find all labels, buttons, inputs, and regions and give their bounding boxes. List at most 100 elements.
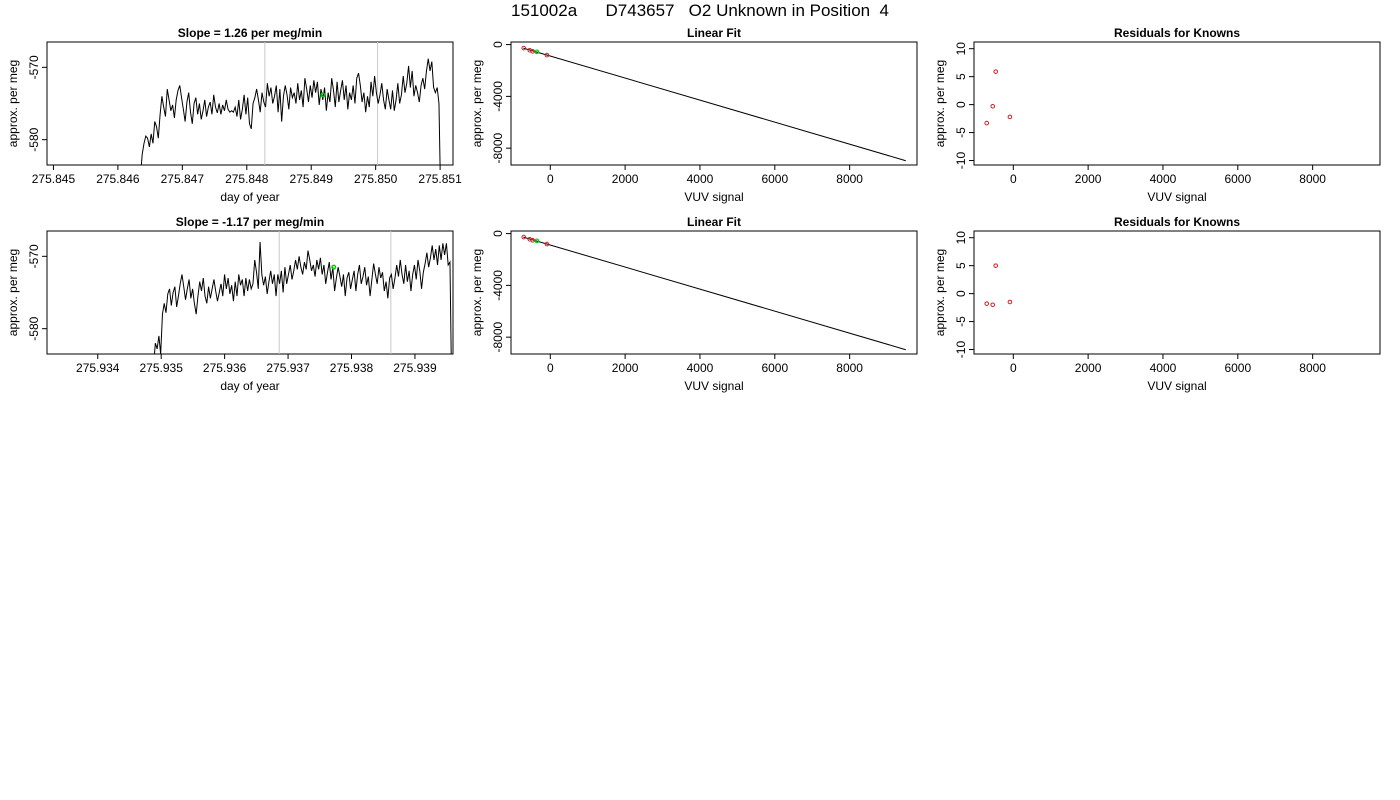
plot-frame [46, 230, 454, 355]
y-tick-label: -10 [954, 341, 968, 359]
x-tick-label: 275.937 [266, 361, 310, 375]
x-tick-label: 275.848 [225, 172, 269, 186]
y-tick-label: -8000 [491, 322, 505, 353]
y-tick-label: 5 [954, 73, 968, 80]
y-tick-label: -8000 [491, 133, 505, 164]
y-tick-label: -570 [27, 55, 41, 79]
data-point [521, 45, 527, 51]
y-axis-label: approx. per meg [933, 249, 947, 336]
y-tick-label: 10 [954, 231, 968, 245]
fit-line [523, 47, 906, 162]
x-tick-label: 2000 [612, 172, 639, 186]
page-title: 151002a D743657 O2 Unknown in Position 4 [510, 1, 890, 20]
y-axis-label: approx. per meg [6, 249, 20, 336]
x-tick-label: 8000 [836, 172, 863, 186]
y-tick-label: -580 [27, 316, 41, 340]
chart-panel-2: Linear Fit 0 2000 4000 6000 8000 0 -4000 -8000 VU… [470, 26, 918, 204]
y-tick-label: -4000 [491, 270, 505, 301]
unknown-marker-point [320, 92, 326, 98]
y-tick-label: 5 [954, 262, 968, 269]
plot-area [521, 45, 906, 162]
unknown-point [534, 238, 540, 244]
x-axis-label: VUV signal [1147, 379, 1206, 393]
data-point [990, 103, 996, 109]
x-tick-label: 275.934 [76, 361, 120, 375]
chart-title: Residuals for Knowns [1114, 215, 1240, 229]
x-tick-label: 2000 [1075, 172, 1102, 186]
x-tick-label: 275.846 [96, 172, 140, 186]
x-tick-label: 8000 [1299, 361, 1326, 375]
y-tick-label: -5 [954, 127, 968, 138]
x-tick-label: 8000 [1299, 172, 1326, 186]
x-tick-label: 4000 [1150, 361, 1177, 375]
x-tick-label: 6000 [1224, 361, 1251, 375]
x-axis-label: VUV signal [684, 379, 743, 393]
data-point [544, 52, 550, 58]
x-tick-label: 0 [1010, 361, 1017, 375]
plot-area [140, 42, 441, 165]
x-axis-label: day of year [220, 379, 279, 393]
x-tick-label: 2000 [1075, 361, 1102, 375]
plot-frame [46, 41, 454, 166]
y-tick-label: -10 [954, 152, 968, 170]
chart-panel-4: Slope = -1.17 per meg/min 275.934 275.935 2… [6, 215, 454, 393]
x-tick-label: 4000 [1150, 172, 1177, 186]
data-point [984, 301, 990, 306]
y-tick-label: 0 [954, 290, 968, 297]
x-axis-label: VUV signal [1147, 190, 1206, 204]
y-tick-label: 0 [491, 230, 505, 237]
chart-title: Slope = 1.26 per meg/min [178, 26, 322, 40]
plot-area [984, 69, 1013, 126]
y-tick-label: 10 [954, 42, 968, 56]
y-axis-label: approx. per meg [933, 60, 947, 147]
y-tick-label: -5 [954, 316, 968, 327]
plot-area [153, 231, 452, 354]
x-tick-label: 0 [547, 172, 554, 186]
x-tick-label: 4000 [687, 361, 714, 375]
x-tick-label: 0 [547, 361, 554, 375]
x-tick-label: 0 [1010, 172, 1017, 186]
x-tick-label: 275.935 [139, 361, 183, 375]
x-tick-label: 6000 [761, 172, 788, 186]
y-tick-label: -4000 [491, 81, 505, 112]
y-tick-label: -580 [27, 127, 41, 151]
data-point [521, 234, 527, 240]
data-point [990, 302, 996, 308]
chart-panel-1: Slope = 1.26 per meg/min 275.845 275.846 27… [6, 26, 462, 204]
chart-panel-3: Residuals for Knowns 0 2000 4000 6000 8000 10 5… [933, 26, 1381, 204]
y-axis-label: approx. per meg [470, 249, 484, 336]
unknown-marker-point [331, 264, 337, 270]
data-series-line [153, 241, 452, 354]
x-tick-label: 275.845 [32, 172, 76, 186]
data-point [1007, 114, 1013, 120]
plot-area [984, 263, 1013, 308]
fit-line [523, 236, 906, 351]
y-axis-label: approx. per meg [6, 60, 20, 147]
y-tick-label: 0 [954, 101, 968, 108]
x-tick-label: 8000 [836, 361, 863, 375]
x-tick-label: 4000 [687, 172, 714, 186]
x-axis-label: day of year [220, 190, 279, 204]
y-tick-label: -570 [27, 244, 41, 268]
chart-title: Residuals for Knowns [1114, 26, 1240, 40]
chart-panel-6: Residuals for Knowns 0 2000 4000 6000 8000 10 5… [933, 215, 1381, 393]
y-axis-label: approx. per meg [470, 60, 484, 147]
x-tick-label: 6000 [1224, 172, 1251, 186]
chart-title: Linear Fit [687, 26, 741, 40]
x-axis-label: VUV signal [684, 190, 743, 204]
x-tick-label: 275.936 [203, 361, 247, 375]
y-tick-label: 0 [491, 41, 505, 48]
plot-frame [973, 230, 1381, 355]
x-tick-label: 275.847 [161, 172, 205, 186]
chart-panel-5: Linear Fit 0 2000 4000 6000 8000 0 -4000 -8000 VU… [470, 215, 918, 393]
plot-frame [973, 41, 1381, 166]
plot-area [521, 234, 906, 351]
x-tick-label: 6000 [761, 361, 788, 375]
data-point [1007, 299, 1013, 305]
x-tick-label: 275.938 [330, 361, 374, 375]
x-tick-label: 275.849 [290, 172, 334, 186]
data-point [993, 69, 999, 74]
data-point [544, 241, 550, 247]
x-tick-label: 2000 [612, 361, 639, 375]
